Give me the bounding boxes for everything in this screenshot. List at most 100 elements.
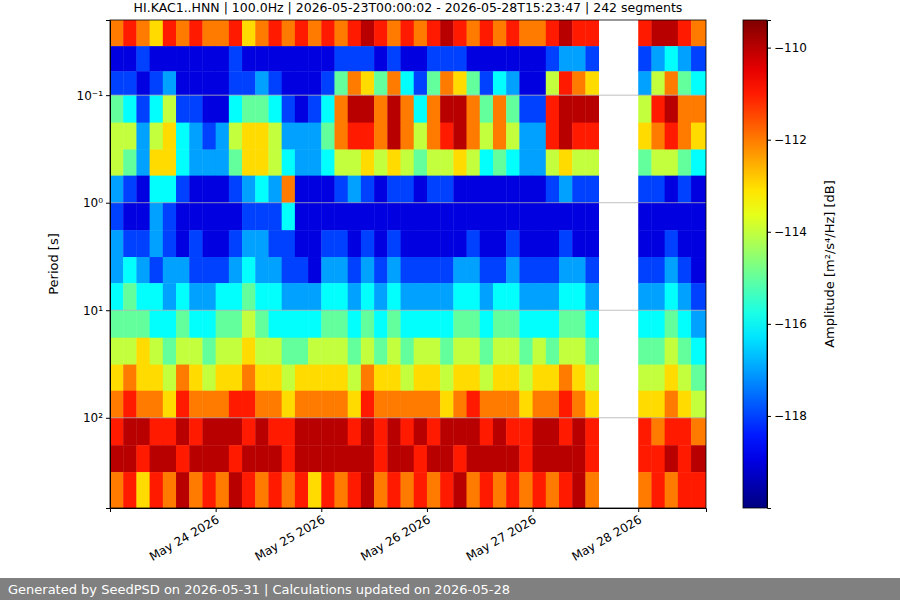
cell [559, 176, 573, 203]
cell [348, 338, 362, 365]
cell [334, 257, 348, 284]
cell [295, 445, 309, 472]
cell [638, 257, 652, 284]
cell [519, 445, 533, 472]
cell [559, 20, 573, 47]
cell [427, 391, 441, 418]
cell [268, 176, 282, 203]
cell [678, 445, 692, 472]
cell [348, 391, 362, 418]
cell [546, 338, 560, 365]
cell [506, 310, 520, 338]
cell [533, 418, 547, 446]
cell [440, 20, 454, 47]
cell [202, 20, 216, 47]
cell [282, 391, 296, 418]
cell [202, 95, 216, 123]
cell [665, 95, 679, 123]
footer-band [0, 578, 900, 600]
chart: May 24 2026May 25 2026May 26 2026May 27 … [0, 0, 900, 600]
cell [467, 203, 481, 231]
cell [216, 257, 230, 284]
cell [348, 257, 362, 284]
cell [453, 365, 467, 392]
tick-mark [767, 416, 771, 417]
cell [361, 257, 375, 284]
cell [334, 71, 348, 95]
cell [691, 283, 706, 310]
cell [189, 391, 203, 418]
cell [387, 176, 401, 203]
cell [506, 257, 520, 284]
cell [480, 310, 494, 338]
cell [414, 230, 428, 257]
cell [665, 338, 679, 365]
cell [387, 338, 401, 365]
cell [414, 176, 428, 203]
cell [546, 472, 560, 508]
cell [163, 338, 177, 365]
cell [361, 418, 375, 446]
cell [519, 365, 533, 392]
cell [308, 310, 322, 338]
cell [572, 20, 586, 47]
cell [651, 123, 665, 150]
cell [572, 445, 586, 472]
cell [533, 257, 547, 284]
tick-mark [106, 95, 110, 96]
cell [136, 123, 150, 150]
cell [519, 391, 533, 418]
cell [136, 20, 150, 47]
cell [229, 20, 243, 47]
cell [414, 95, 428, 123]
cell [110, 123, 124, 150]
cell [638, 46, 652, 72]
cell [163, 149, 177, 176]
cell [401, 71, 415, 95]
cell [493, 257, 507, 284]
cell [295, 257, 309, 284]
cell [123, 472, 137, 508]
tick-label: −114 [774, 225, 807, 239]
cell [255, 230, 269, 257]
cell [387, 123, 401, 150]
cell [387, 283, 401, 310]
cell [150, 283, 164, 310]
cell [506, 176, 520, 203]
cell [348, 203, 362, 231]
cell [229, 257, 243, 284]
cell [467, 123, 481, 150]
cell [110, 283, 124, 310]
cell [546, 203, 560, 231]
cell [348, 176, 362, 203]
cell [282, 176, 296, 203]
cell [321, 176, 335, 203]
cell [414, 149, 428, 176]
cell [638, 445, 652, 472]
cell [440, 310, 454, 338]
cell [321, 46, 335, 72]
tick: May 28 2026 [569, 508, 644, 564]
cell [268, 95, 282, 123]
cell [651, 418, 665, 446]
cell [585, 472, 599, 508]
cell [189, 283, 203, 310]
cell [176, 472, 190, 508]
cell [480, 391, 494, 418]
cell [414, 20, 428, 47]
cell [321, 20, 335, 47]
cell [348, 445, 362, 472]
cell [321, 283, 335, 310]
cell [401, 149, 415, 176]
cell [136, 176, 150, 203]
cell [216, 445, 230, 472]
cell [216, 20, 230, 47]
tick-mark [533, 508, 534, 512]
cell [453, 20, 467, 47]
cell [176, 71, 190, 95]
tick: May 27 2026 [464, 508, 539, 564]
cell [651, 445, 665, 472]
cell [321, 95, 335, 123]
cell [255, 472, 269, 508]
cell [453, 123, 467, 150]
